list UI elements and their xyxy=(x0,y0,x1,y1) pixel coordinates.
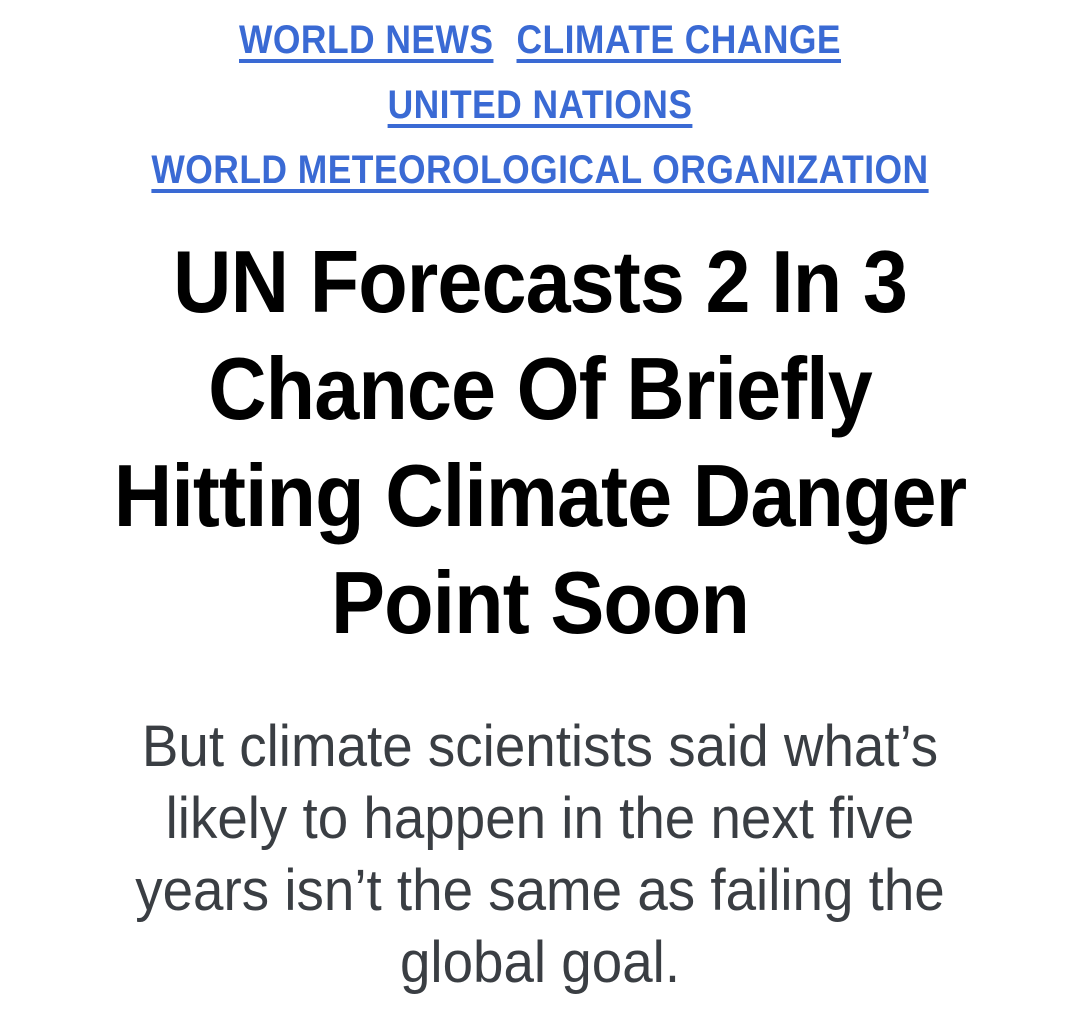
tag-link-climate-change[interactable]: CLIMATE CHANGE xyxy=(516,18,841,62)
article-dek: But climate scientists said what’s likel… xyxy=(0,711,1080,999)
headline-line: Chance Of Briefly xyxy=(208,339,873,438)
headline-line: UN Forecasts 2 In 3 xyxy=(173,232,908,331)
headline-line: Hitting Climate Danger xyxy=(113,446,967,545)
tag-link-world-meteorological-organization[interactable]: WORLD METEOROLOGICAL ORGANIZATION xyxy=(151,148,929,192)
dek-line: likely to happen in the next five xyxy=(165,786,915,851)
tag-link-united-nations[interactable]: UNITED NATIONS xyxy=(387,83,693,127)
dek-line: But climate scientists said what’s xyxy=(141,714,939,779)
tag-row: UNITED NATIONS xyxy=(62,77,1019,142)
article-headline: UN Forecasts 2 In 3 Chance Of Briefly Hi… xyxy=(0,228,1080,656)
category-tags: WORLD NEWS CLIMATE CHANGE UNITED NATIONS … xyxy=(0,12,1080,207)
tag-row: WORLD METEOROLOGICAL ORGANIZATION xyxy=(62,142,1019,207)
tag-link-world-news[interactable]: WORLD NEWS xyxy=(239,18,494,62)
tag-row: WORLD NEWS CLIMATE CHANGE xyxy=(62,12,1019,77)
dek-line: years isn’t the same as failing the xyxy=(135,858,945,923)
dek-line: global goal. xyxy=(399,930,681,995)
headline-line: Point Soon xyxy=(330,553,750,652)
